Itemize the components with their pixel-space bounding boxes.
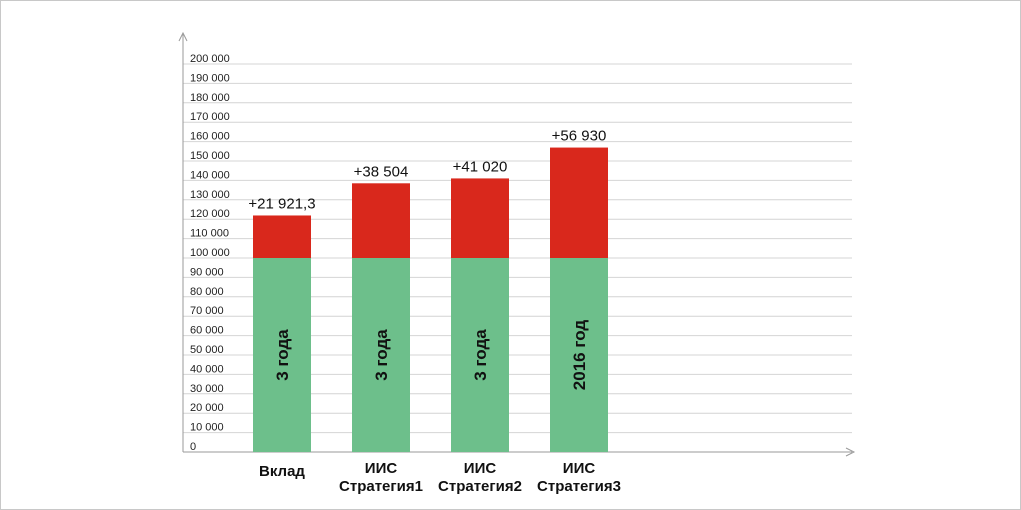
- y-tick-label: 200 000: [190, 53, 230, 65]
- bar-inner-label: 3 года: [273, 329, 292, 381]
- category-label: ИИС: [563, 460, 596, 477]
- y-tick-label: 70 000: [190, 305, 224, 317]
- bar-base-segment: [253, 258, 311, 452]
- bar-gain-segment: [253, 215, 311, 258]
- y-tick-label: 20 000: [190, 402, 224, 414]
- category-label: Стратегия2: [438, 478, 522, 495]
- category-label: Стратегия1: [339, 478, 423, 495]
- bar-gain-segment: [352, 183, 410, 258]
- y-tick-label: 100 000: [190, 247, 230, 259]
- y-tick-label: 170 000: [190, 111, 230, 123]
- bar-inner-label: 3 года: [471, 329, 490, 381]
- bar-base-segment: [550, 258, 608, 452]
- x-axis-arrow: [845, 447, 856, 457]
- y-tick-label: 160 000: [190, 131, 230, 143]
- y-tick-label: 190 000: [190, 72, 230, 84]
- bar-inner-label: 2016 год: [570, 320, 589, 391]
- bar-inner-label: 3 года: [372, 329, 391, 381]
- category-label: ИИС: [365, 460, 398, 477]
- data-label: +21 921,3: [248, 195, 315, 212]
- data-label: +41 020: [453, 158, 508, 175]
- y-tick-label: 80 000: [190, 286, 224, 298]
- y-tick-label: 40 000: [190, 363, 224, 375]
- data-label: +38 504: [354, 163, 409, 180]
- y-tick-label: 50 000: [190, 344, 224, 356]
- y-axis-arrow: [178, 31, 188, 42]
- bar-base-segment: [451, 258, 509, 452]
- y-tick-label: 30 000: [190, 383, 224, 395]
- y-tick-label: 110 000: [190, 228, 229, 240]
- bar-gain-segment: [451, 178, 509, 258]
- category-label: Вклад: [259, 463, 305, 480]
- y-tick-label: 150 000: [190, 150, 230, 162]
- category-label: ИИС: [464, 460, 497, 477]
- y-tick-label: 60 000: [190, 325, 224, 337]
- y-tick-label: 180 000: [190, 92, 230, 104]
- bar-gain-segment: [550, 147, 608, 258]
- data-label: +56 930: [552, 128, 607, 145]
- y-tick-label: 0: [190, 441, 196, 453]
- y-tick-label: 120 000: [190, 208, 230, 220]
- y-tick-label: 140 000: [190, 169, 230, 181]
- category-label: Стратегия3: [537, 478, 621, 495]
- y-tick-label: 10 000: [190, 422, 224, 434]
- y-tick-label: 130 000: [190, 189, 230, 201]
- y-tick-label: 90 000: [190, 266, 224, 278]
- bar-base-segment: [352, 258, 410, 452]
